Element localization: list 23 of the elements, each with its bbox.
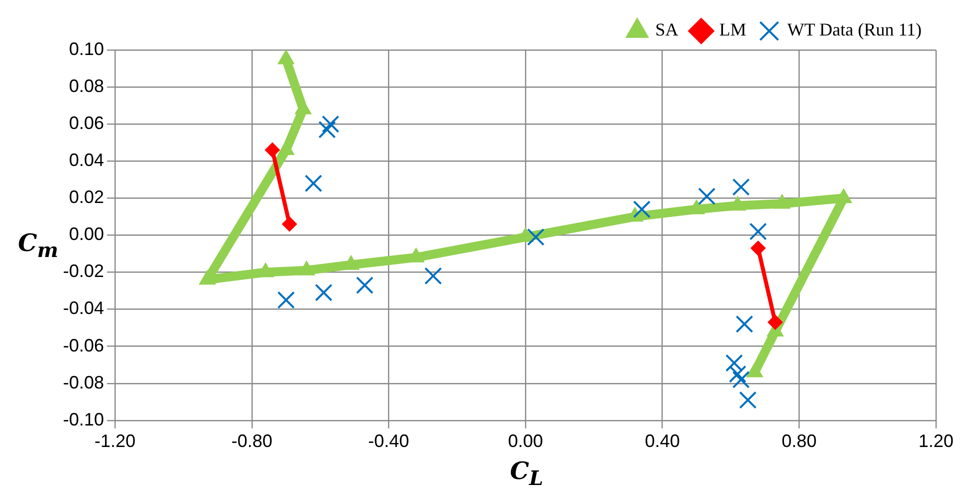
y-tick-label: -0.04: [62, 298, 104, 318]
x-tick-label: -0.80: [231, 431, 272, 452]
y-tick-label: 0.06: [68, 113, 104, 134]
y-tick-label: -0.08: [62, 372, 104, 392]
y-tick-label: -0.06: [62, 335, 104, 356]
y-tick-label: -0.10: [62, 409, 104, 430]
y-tick-label: 0.00: [68, 224, 104, 244]
y-tick-label: 0.04: [68, 150, 104, 170]
legend-label: SA: [655, 20, 678, 40]
x-axis-title: C$_{L}$: [510, 456, 544, 490]
legend-label: WT Data (Run 11): [787, 20, 922, 40]
y-tick-label: 0.10: [68, 38, 104, 59]
x-tick-label: 0.80: [782, 431, 817, 452]
y-tick-label: -0.02: [62, 261, 104, 282]
y-axis-title: C$_{m}$: [18, 228, 58, 262]
x-tick-label: -0.40: [368, 431, 410, 452]
x-tick-label: 1.20: [918, 431, 954, 452]
x-tick-label: -1.20: [94, 431, 136, 452]
x-tick-label: 0.00: [508, 431, 544, 452]
y-tick-label: 0.02: [68, 187, 104, 208]
y-tick-label: 0.08: [68, 76, 104, 96]
legend-label: LM: [719, 20, 746, 40]
x-tick-label: 0.40: [644, 431, 680, 452]
